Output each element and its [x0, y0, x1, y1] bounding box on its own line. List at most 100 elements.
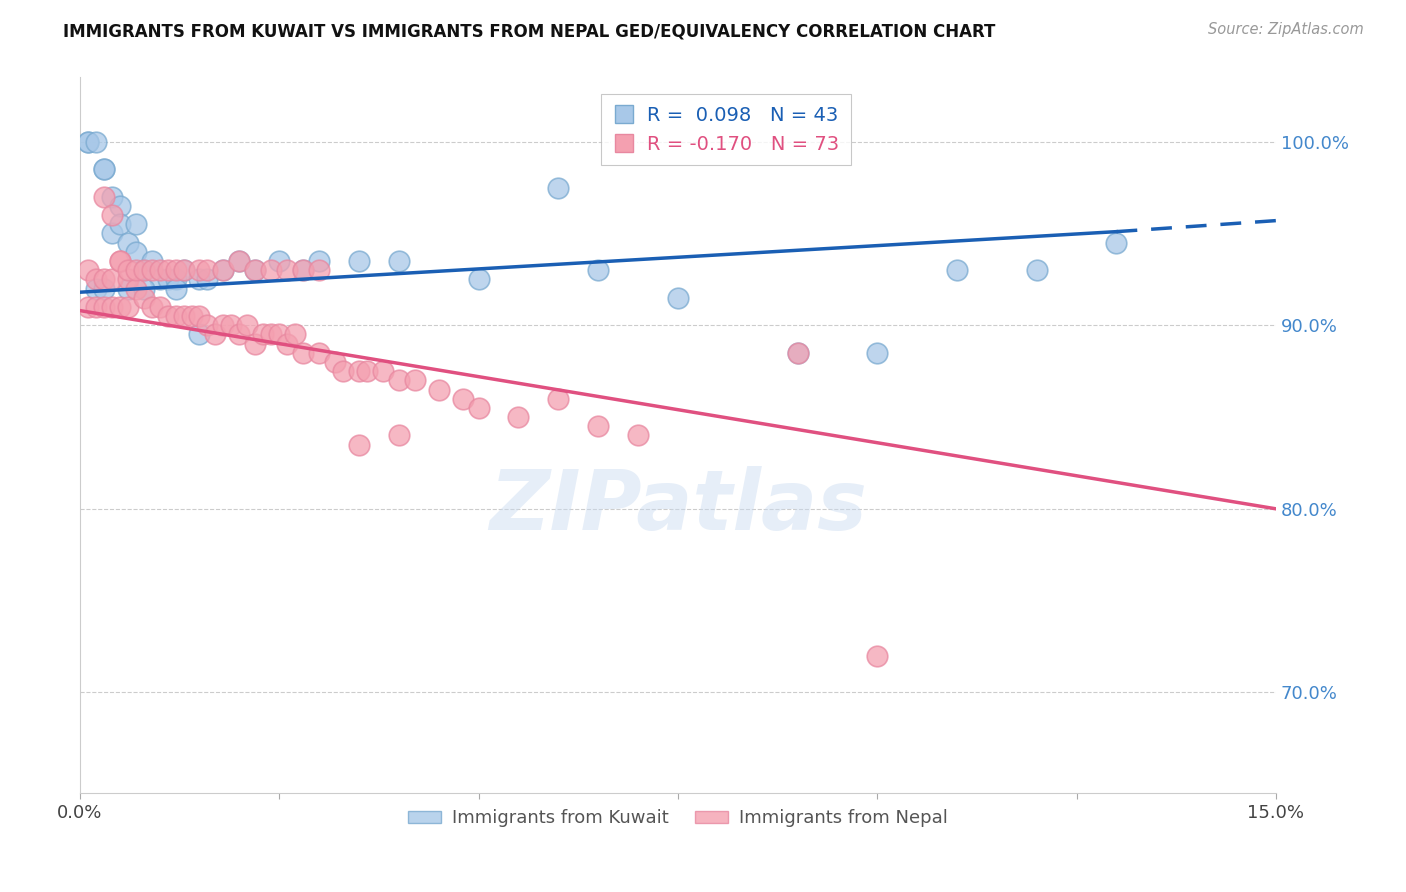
- Point: [204, 327, 226, 342]
- Text: ZIPatlas: ZIPatlas: [489, 467, 868, 548]
- Text: Source: ZipAtlas.com: Source: ZipAtlas.com: [1208, 22, 1364, 37]
- Point: [188, 263, 211, 277]
- Point: [212, 263, 235, 277]
- Point: [125, 281, 148, 295]
- Point: [371, 364, 394, 378]
- Point: [84, 272, 107, 286]
- Point: [165, 272, 187, 286]
- Point: [292, 263, 315, 277]
- Point: [292, 346, 315, 360]
- Point: [586, 263, 609, 277]
- Point: [108, 254, 131, 268]
- Point: [276, 336, 298, 351]
- Point: [125, 263, 148, 277]
- Point: [117, 235, 139, 250]
- Point: [308, 254, 330, 268]
- Point: [547, 392, 569, 406]
- Point: [388, 428, 411, 442]
- Point: [197, 263, 219, 277]
- Point: [308, 346, 330, 360]
- Point: [866, 648, 889, 663]
- Point: [252, 327, 274, 342]
- Point: [332, 364, 354, 378]
- Point: [260, 327, 283, 342]
- Point: [108, 254, 131, 268]
- Point: [84, 281, 107, 295]
- Point: [132, 263, 155, 277]
- Point: [84, 300, 107, 314]
- Point: [292, 263, 315, 277]
- Point: [451, 392, 474, 406]
- Point: [245, 336, 267, 351]
- Point: [100, 300, 122, 314]
- Point: [197, 318, 219, 333]
- Point: [586, 419, 609, 434]
- Point: [188, 272, 211, 286]
- Point: [76, 135, 98, 149]
- Point: [125, 217, 148, 231]
- Point: [388, 254, 411, 268]
- Point: [508, 410, 530, 425]
- Point: [236, 318, 259, 333]
- Point: [212, 318, 235, 333]
- Point: [141, 300, 163, 314]
- Point: [149, 263, 172, 277]
- Point: [786, 346, 808, 360]
- Point: [100, 208, 122, 222]
- Point: [180, 309, 202, 323]
- Point: [165, 309, 187, 323]
- Point: [117, 272, 139, 286]
- Point: [467, 401, 489, 415]
- Point: [84, 135, 107, 149]
- Point: [212, 263, 235, 277]
- Point: [347, 254, 370, 268]
- Point: [356, 364, 378, 378]
- Point: [156, 263, 179, 277]
- Point: [93, 190, 115, 204]
- Point: [427, 383, 450, 397]
- Point: [197, 272, 219, 286]
- Point: [1105, 235, 1128, 250]
- Point: [228, 254, 250, 268]
- Point: [125, 244, 148, 259]
- Point: [93, 300, 115, 314]
- Point: [627, 428, 650, 442]
- Point: [132, 263, 155, 277]
- Legend: Immigrants from Kuwait, Immigrants from Nepal: Immigrants from Kuwait, Immigrants from …: [401, 802, 955, 834]
- Point: [100, 190, 122, 204]
- Point: [165, 263, 187, 277]
- Point: [100, 227, 122, 241]
- Point: [946, 263, 969, 277]
- Point: [467, 272, 489, 286]
- Point: [93, 162, 115, 177]
- Point: [173, 309, 195, 323]
- Point: [1025, 263, 1047, 277]
- Point: [260, 263, 283, 277]
- Point: [173, 263, 195, 277]
- Point: [141, 254, 163, 268]
- Point: [117, 281, 139, 295]
- Point: [245, 263, 267, 277]
- Point: [108, 300, 131, 314]
- Point: [269, 327, 291, 342]
- Point: [666, 291, 689, 305]
- Point: [165, 281, 187, 295]
- Point: [141, 263, 163, 277]
- Point: [228, 254, 250, 268]
- Point: [404, 373, 426, 387]
- Point: [269, 254, 291, 268]
- Point: [156, 309, 179, 323]
- Point: [117, 263, 139, 277]
- Point: [276, 263, 298, 277]
- Point: [786, 346, 808, 360]
- Point: [347, 364, 370, 378]
- Point: [228, 327, 250, 342]
- Point: [188, 309, 211, 323]
- Point: [100, 272, 122, 286]
- Point: [76, 300, 98, 314]
- Point: [149, 300, 172, 314]
- Point: [76, 135, 98, 149]
- Point: [188, 327, 211, 342]
- Point: [108, 217, 131, 231]
- Point: [132, 291, 155, 305]
